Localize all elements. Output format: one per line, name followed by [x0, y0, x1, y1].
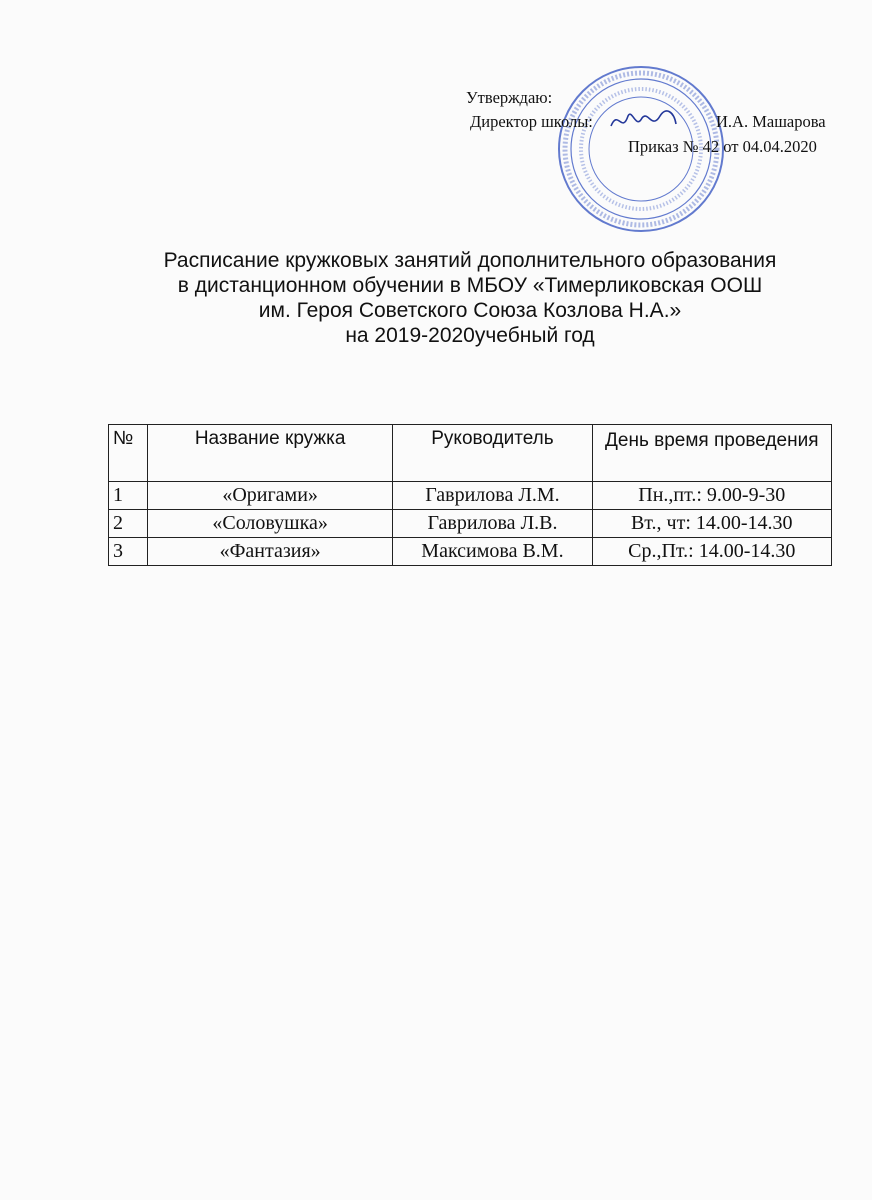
row-number: 2 — [108, 509, 148, 538]
header-schedule: День время проведения — [591, 424, 833, 482]
schedule: Вт., чт: 14.00-14.30 — [591, 509, 833, 538]
title-line: в дистанционном обучении в МБОУ «Тимерли… — [177, 274, 763, 297]
title-line: Расписание кружковых занятий дополнитель… — [163, 249, 777, 272]
schedule: Ср.,Пт.: 14.00-14.30 — [591, 537, 833, 566]
header-leader: Руководитель — [392, 424, 593, 482]
club-name: «Фантазия» — [146, 537, 394, 566]
table-row: 2 «Соловушка» Гаврилова Л.В. Вт., чт: 14… — [108, 509, 833, 538]
title-line: на 2019-2020учебный год — [345, 324, 595, 347]
header-club-name: Название кружка — [146, 424, 394, 482]
school-stamp — [558, 66, 724, 232]
signature — [610, 110, 677, 127]
director-position: Директор школы: — [470, 112, 593, 131]
row-number: 1 — [108, 481, 148, 510]
approve-label: Утверждаю: — [466, 88, 553, 107]
order-number: Приказ № 42 от 04.04.2020 — [628, 137, 817, 156]
title-line: им. Героя Советского Союза Козлова Н.А.» — [258, 299, 682, 322]
leader: Максимова В.М. — [392, 537, 593, 566]
director-name: И.А. Машарова — [716, 112, 826, 131]
schedule: Пн.,пт.: 9.00-9-30 — [591, 481, 833, 510]
table-row: 1 «Оригами» Гаврилова Л.М. Пн.,пт.: 9.00… — [108, 481, 833, 510]
club-name: «Оригами» — [146, 481, 394, 510]
schedule-table: № Название кружка Руководитель День врем… — [108, 424, 833, 566]
leader: Гаврилова Л.М. — [392, 481, 593, 510]
club-name: «Соловушка» — [146, 509, 394, 538]
leader: Гаврилова Л.В. — [392, 509, 593, 538]
document-title: Расписание кружковых занятий дополнитель… — [0, 248, 872, 348]
table-header-row: № Название кружка Руководитель День врем… — [108, 424, 833, 482]
table-row: 3 «Фантазия» Максимова В.М. Ср.,Пт.: 14.… — [108, 537, 833, 566]
header-number: № — [108, 424, 148, 482]
row-number: 3 — [108, 537, 148, 566]
